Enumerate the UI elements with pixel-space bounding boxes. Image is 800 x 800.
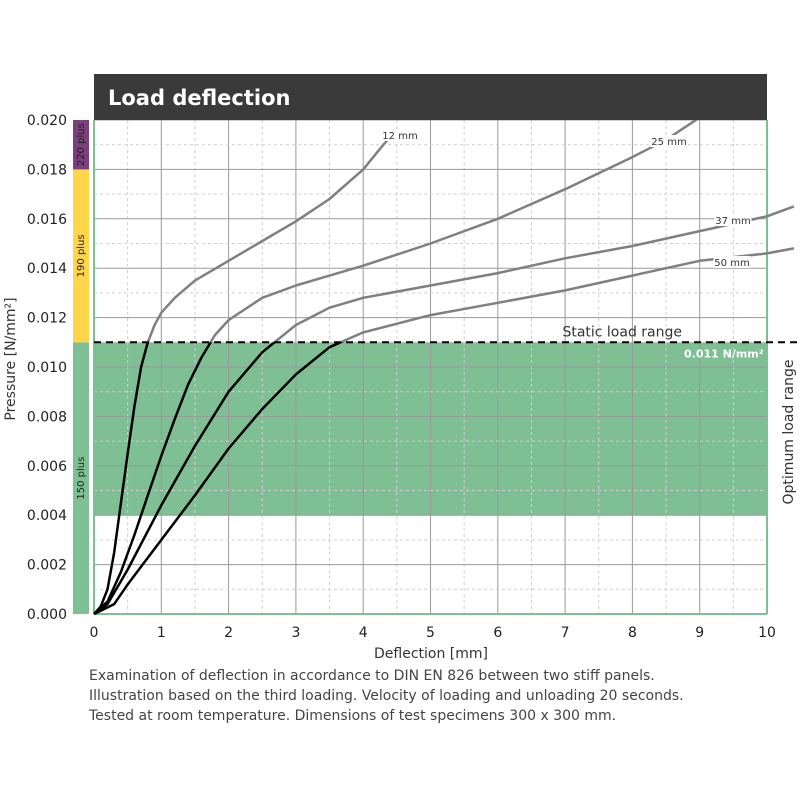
chart-caption: Examination of deflection in accordance … [89, 668, 684, 724]
band-label-1: 190 plus [76, 234, 87, 277]
x-tick-label: 9 [695, 625, 704, 641]
curve-label-bg-0 [381, 129, 419, 141]
curve-37-mm-lower [93, 342, 277, 616]
optimum-range-label: Optimum load range [781, 360, 797, 505]
band-label-2: 220 plus [76, 123, 87, 166]
y-tick-label: 0.006 [27, 459, 67, 475]
curve-label-bg-1 [650, 135, 688, 147]
curve-label-25-mm: 25 mm [651, 137, 686, 148]
curves: 12 mm 25 mm 37 mm 50 mm [93, 120, 795, 616]
x-tick-label: 10 [758, 625, 776, 641]
band-0 [73, 342, 89, 614]
y-tick-label: 0.014 [27, 261, 67, 277]
y-axis-label: Pressure [N/mm²] [3, 297, 19, 420]
x-tick-label: 5 [426, 625, 435, 641]
curve-50-mm-upper [337, 247, 795, 343]
curve-label-12-mm: 12 mm [382, 131, 417, 142]
y-tick-label: 0.020 [27, 113, 67, 129]
title-bar [94, 74, 767, 120]
tick-labels: 0.000 0.002 0.004 0.006 0.008 0.010 0.012 0.014… [27, 113, 776, 641]
curve-25-mm-lower [93, 342, 213, 615]
x-tick-label: 8 [628, 625, 637, 641]
x-tick-label: 0 [90, 625, 99, 641]
curve-37-mm-upper [272, 205, 795, 343]
pressure-bands: 150 plus 190 plus 220 plus [73, 120, 89, 614]
curve-label-bg-2 [714, 214, 752, 226]
curve-12-mm-upper [146, 129, 398, 343]
curve-label-bg-3 [713, 256, 751, 268]
y-tick-label: 0.004 [27, 508, 67, 524]
y-tick-label: 0.010 [27, 360, 67, 376]
x-tick-label: 4 [359, 625, 368, 641]
y-tick-label: 0.008 [27, 409, 67, 425]
curve-50-mm-lower [93, 342, 344, 616]
x-tick-label: 2 [224, 625, 233, 641]
y-tick-label: 0.018 [27, 162, 67, 178]
grid [93, 119, 768, 615]
band-label-0: 150 plus [76, 457, 87, 500]
x-tick-label: 7 [561, 625, 570, 641]
x-tick-label: 3 [291, 625, 300, 641]
x-axis-label: Deflection [mm] [374, 646, 488, 662]
plot-frame [93, 120, 768, 615]
band-2 [73, 120, 89, 170]
static-load-value: 0.011 N/mm² [684, 347, 764, 360]
curve-label-37-mm: 37 mm [715, 216, 750, 227]
curve-label-50-mm: 50 mm [714, 258, 749, 269]
static-load-label: Static load range [562, 324, 682, 340]
band-1 [73, 169, 89, 343]
curve-25-mm-upper [209, 120, 699, 343]
curve-12-mm-lower [93, 342, 150, 615]
y-tick-label: 0.016 [27, 212, 67, 228]
y-tick-label: 0.002 [27, 558, 67, 574]
y-tick-label: 0.000 [27, 607, 67, 623]
y-tick-label: 0.012 [27, 311, 67, 327]
chart-title: Load deflection [108, 86, 290, 110]
x-tick-label: 1 [157, 625, 166, 641]
x-tick-label: 6 [493, 625, 502, 641]
